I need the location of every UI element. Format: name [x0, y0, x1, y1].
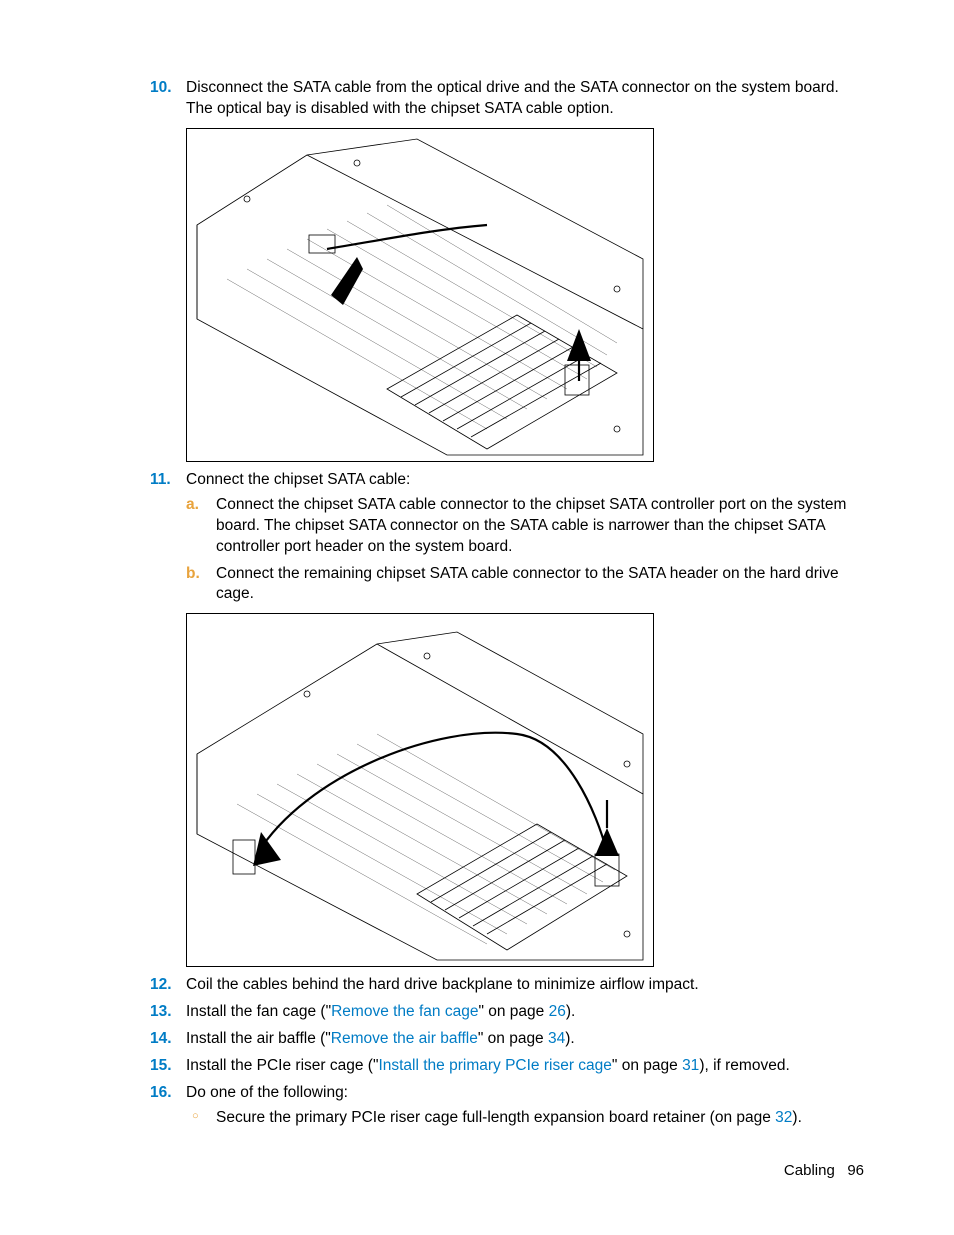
- step-text: Coil the cables behind the hard drive ba…: [186, 976, 699, 993]
- text-pre: Secure the primary PCIe riser cage full-…: [216, 1109, 775, 1126]
- step-number: 11.: [150, 470, 171, 491]
- step-list-cont1: 11. Connect the chipset SATA cable: a. C…: [90, 470, 864, 606]
- step-lead: Connect the chipset SATA cable:: [186, 471, 410, 488]
- step-list-cont2: 12. Coil the cables behind the hard driv…: [90, 975, 864, 1129]
- xref-link[interactable]: Remove the fan cage: [331, 1003, 478, 1020]
- step-11: 11. Connect the chipset SATA cable: a. C…: [90, 470, 864, 606]
- text-post: ).: [792, 1109, 801, 1126]
- page-footer: Cabling 96: [784, 1161, 864, 1181]
- substep-letter: b.: [186, 564, 200, 585]
- step-number: 14.: [150, 1029, 172, 1050]
- xref-link[interactable]: Install the primary PCIe riser cage: [378, 1057, 611, 1074]
- substep-text: Connect the chipset SATA cable connector…: [216, 496, 846, 555]
- step-list: 10. Disconnect the SATA cable from the o…: [90, 78, 864, 120]
- substep-b: b. Connect the remaining chipset SATA ca…: [186, 564, 864, 606]
- text-post: ), if removed.: [699, 1057, 789, 1074]
- step-13: 13. Install the fan cage ("Remove the fa…: [90, 1002, 864, 1023]
- bullet-item: Secure the primary PCIe riser cage full-…: [186, 1108, 864, 1129]
- step-number: 10.: [150, 78, 172, 99]
- page-ref[interactable]: 26: [549, 1003, 566, 1020]
- text-mid: " on page: [612, 1057, 682, 1074]
- substep-a: a. Connect the chipset SATA cable connec…: [186, 495, 864, 558]
- step-10: 10. Disconnect the SATA cable from the o…: [90, 78, 864, 120]
- page-ref[interactable]: 34: [548, 1030, 565, 1047]
- page: 10. Disconnect the SATA cable from the o…: [0, 0, 954, 1235]
- xref-link[interactable]: Remove the air baffle: [331, 1030, 478, 1047]
- step-14: 14. Install the air baffle ("Remove the …: [90, 1029, 864, 1050]
- step-text: Disconnect the SATA cable from the optic…: [186, 79, 839, 117]
- step-number: 12.: [150, 975, 172, 996]
- step-12: 12. Coil the cables behind the hard driv…: [90, 975, 864, 996]
- page-ref[interactable]: 31: [682, 1057, 699, 1074]
- step-number: 13.: [150, 1002, 172, 1023]
- text-post: ).: [565, 1030, 574, 1047]
- text-post: ).: [566, 1003, 575, 1020]
- substep-letter: a.: [186, 495, 199, 516]
- step-text: Install the air baffle ("Remove the air …: [186, 1030, 575, 1047]
- figure-sata-connect: [186, 613, 654, 967]
- text-pre: Install the fan cage (": [186, 1003, 331, 1020]
- step-number: 15.: [150, 1056, 172, 1077]
- text-pre: Install the air baffle (": [186, 1030, 331, 1047]
- text-pre: Install the PCIe riser cage (": [186, 1057, 378, 1074]
- step-lead: Do one of the following:: [186, 1084, 348, 1101]
- footer-section: Cabling: [784, 1162, 835, 1179]
- text-mid: " on page: [478, 1003, 548, 1020]
- page-ref[interactable]: 32: [775, 1109, 792, 1126]
- step-text: Install the fan cage ("Remove the fan ca…: [186, 1003, 575, 1020]
- step-15: 15. Install the PCIe riser cage ("Instal…: [90, 1056, 864, 1077]
- bullet-list: Secure the primary PCIe riser cage full-…: [186, 1108, 864, 1129]
- substep-list: a. Connect the chipset SATA cable connec…: [186, 495, 864, 606]
- step-number: 16.: [150, 1083, 172, 1104]
- step-16: 16. Do one of the following: Secure the …: [90, 1083, 864, 1129]
- footer-page: 96: [847, 1162, 864, 1179]
- step-text: Install the PCIe riser cage ("Install th…: [186, 1057, 790, 1074]
- figure-sata-disconnect: [186, 128, 654, 462]
- substep-text: Connect the remaining chipset SATA cable…: [216, 565, 839, 603]
- text-mid: " on page: [478, 1030, 548, 1047]
